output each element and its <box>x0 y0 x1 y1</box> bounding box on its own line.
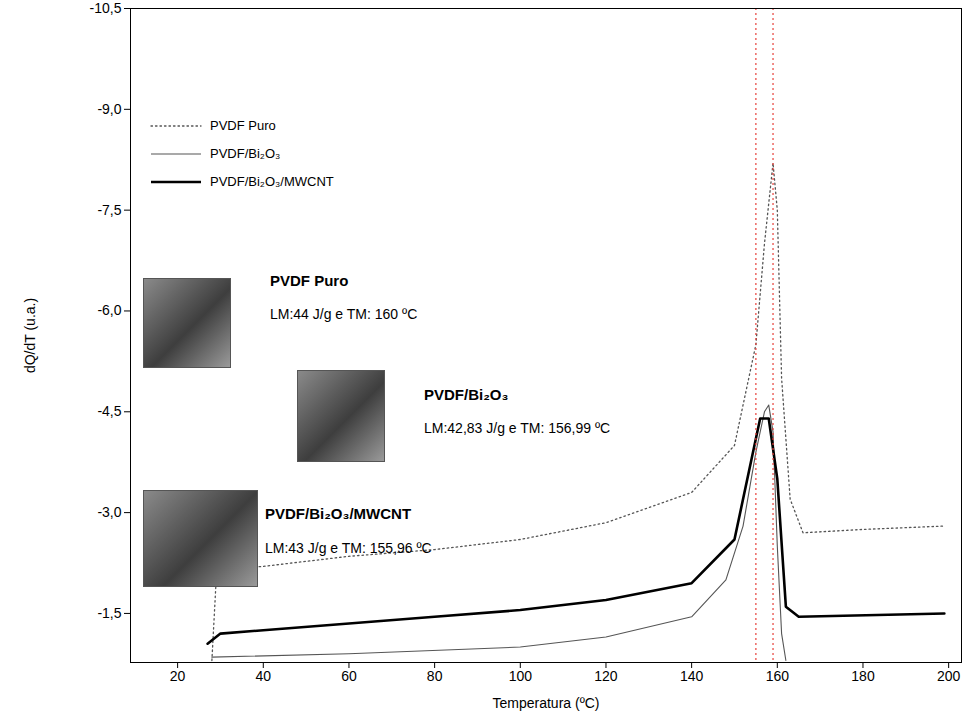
html-text:PVDF Puro: PVDF Puro <box>270 272 349 289</box>
svg-text:-6,0: -6,0 <box>97 302 121 318</box>
html-text:LM:42,83 J/g e TM: 156,99 ºC: LM:42,83 J/g e TM: 156,99 ºC <box>424 420 611 436</box>
html-text:LM:44 J/g e TM: 160 ºC: LM:44 J/g e TM: 160 ºC <box>270 306 418 322</box>
svg-text:20: 20 <box>170 668 186 684</box>
html-text:PVDF/Bi₂O₃/MWCNT: PVDF/Bi₂O₃/MWCNT <box>265 505 412 522</box>
svg-text:120: 120 <box>594 668 618 684</box>
svg-text:60: 60 <box>341 668 357 684</box>
svg-text:-10,5: -10,5 <box>90 0 122 16</box>
html-text:PVDF/Bi₂O₃: PVDF/Bi₂O₃ <box>210 146 281 161</box>
svg-text:160: 160 <box>766 668 790 684</box>
html-text:PVDF/Bi₂O₃: PVDF/Bi₂O₃ <box>424 386 509 403</box>
html-text:PVDF/Bi₂O₃/MWCNT: PVDF/Bi₂O₃/MWCNT <box>210 174 334 189</box>
svg-text:Temperatura (ºC): Temperatura (ºC) <box>492 695 599 711</box>
svg-text:100: 100 <box>509 668 533 684</box>
svg-text:dQ/dT (u.a.): dQ/dT (u.a.) <box>22 298 38 373</box>
svg-text:140: 140 <box>680 668 704 684</box>
html-text:PVDF Puro: PVDF Puro <box>210 118 276 133</box>
svg-text:-4,5: -4,5 <box>97 403 121 419</box>
svg-text:80: 80 <box>427 668 443 684</box>
svg-text:-9,0: -9,0 <box>97 101 121 117</box>
svg-text:-1,5: -1,5 <box>97 605 121 621</box>
svg-text:180: 180 <box>851 668 875 684</box>
svg-text:40: 40 <box>255 668 271 684</box>
svg-text:200: 200 <box>937 668 961 684</box>
svg-text:-7,5: -7,5 <box>97 202 121 218</box>
html-text:LM:43 J/g e TM: 155,96 ºC: LM:43 J/g e TM: 155,96 ºC <box>265 540 432 556</box>
svg-text:-3,0: -3,0 <box>97 504 121 520</box>
